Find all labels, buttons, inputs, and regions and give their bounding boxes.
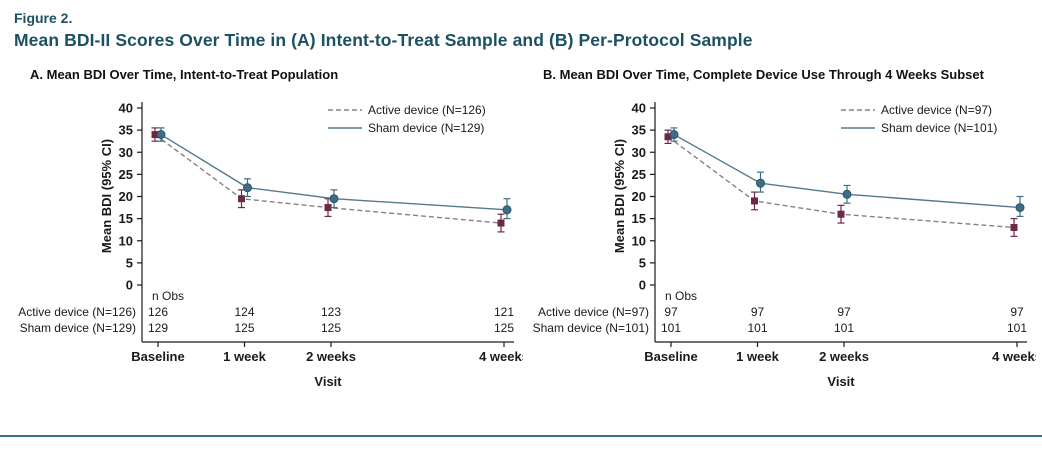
chart-panels: A. Mean BDI Over Time, Intent-to-Treat P…: [0, 67, 1042, 396]
data-marker-square: [837, 210, 845, 218]
series-line: [154, 133, 502, 224]
data-marker-square: [751, 197, 758, 205]
legend-label: Active device (N=97): [881, 103, 992, 117]
x-tick-label: 1 week: [223, 349, 266, 364]
y-tick-label: 20: [119, 189, 133, 204]
n-obs-value: 101: [747, 321, 767, 335]
y-axis-title: Mean BDI (95% CI): [99, 139, 114, 253]
y-tick-label: 30: [632, 145, 646, 160]
y-tick-label: 15: [119, 211, 133, 226]
panel-a: A. Mean BDI Over Time, Intent-to-Treat P…: [10, 67, 523, 396]
n-obs-value: 125: [234, 321, 254, 335]
n-obs-row-label: Sham device (N=101): [533, 321, 649, 335]
data-marker-circle: [669, 130, 679, 140]
x-tick-label: 4 weeks: [479, 349, 523, 364]
n-obs-value: 126: [148, 305, 168, 319]
chart-panel-a: 0 5 10 15 20 25 30 35 40 Mean BDI (95% CI) Active …: [18, 101, 523, 390]
n-obs-value: 121: [494, 305, 514, 319]
n-obs-row-label: Sham device (N=129): [20, 321, 136, 335]
data-marker-circle: [502, 205, 512, 215]
data-marker-square: [1010, 223, 1018, 231]
figure-header: Figure 2. Mean BDI-II Scores Over Time i…: [0, 0, 1042, 51]
y-tick-label: 10: [119, 233, 133, 248]
x-tick-label: 2 weeks: [819, 349, 869, 364]
data-marker-circle: [842, 189, 852, 199]
panel-a-title: A. Mean BDI Over Time, Intent-to-Treat P…: [30, 67, 339, 82]
series-line: [667, 136, 1015, 229]
y-tick-label: 15: [632, 211, 646, 226]
n-obs-value: 125: [321, 321, 341, 335]
data-marker-circle: [156, 130, 166, 140]
series-line: [160, 133, 508, 211]
y-tick-label: 25: [119, 167, 133, 182]
panel-b: B. Mean BDI Over Time, Complete Device U…: [523, 67, 1036, 396]
n-obs-value: 97: [751, 305, 765, 319]
y-tick-label: 35: [632, 123, 646, 138]
y-tick-label: 40: [632, 101, 646, 116]
figure-title: Mean BDI-II Scores Over Time in (A) Inte…: [14, 30, 753, 50]
x-tick-label: 4 weeks: [992, 349, 1036, 364]
panel-b-title: B. Mean BDI Over Time, Complete Device U…: [543, 67, 984, 82]
n-obs-value: 101: [661, 321, 681, 335]
n-obs-value: 101: [834, 321, 854, 335]
data-marker-circle: [1015, 203, 1025, 213]
figure-label: Figure 2.: [14, 10, 73, 26]
y-tick-label: 5: [639, 255, 646, 270]
x-tick-label: 2 weeks: [306, 349, 356, 364]
series-line: [673, 133, 1021, 209]
data-marker-circle: [756, 178, 765, 188]
n-obs-header: n Obs: [665, 289, 697, 303]
y-tick-label: 20: [632, 189, 646, 204]
y-tick-label: 35: [119, 123, 133, 138]
y-axis-title: Mean BDI (95% CI): [612, 139, 627, 253]
x-tick-label: Baseline: [644, 349, 697, 364]
data-marker-square: [324, 204, 332, 212]
data-marker-circle: [243, 183, 252, 193]
y-tick-label: 30: [119, 145, 133, 160]
y-tick-label: 0: [639, 278, 646, 293]
data-marker-circle: [329, 194, 339, 204]
n-obs-value: 123: [321, 305, 341, 319]
n-obs-value: 97: [1010, 305, 1024, 319]
n-obs-header: n Obs: [152, 289, 184, 303]
n-obs-row-label: Active device (N=126): [18, 305, 136, 319]
data-marker-square: [238, 195, 245, 203]
legend-label: Sham device (N=129): [368, 121, 484, 135]
n-obs-value: 97: [664, 305, 678, 319]
x-tick-label: 1 week: [736, 349, 779, 364]
data-marker-square: [497, 219, 505, 227]
chart-panel-b: 0 5 10 15 20 25 30 35 40 Mean BDI (95% CI) Active …: [533, 101, 1036, 390]
y-tick-label: 10: [632, 233, 646, 248]
x-axis-title: Visit: [314, 374, 342, 389]
legend-label: Active device (N=126): [368, 103, 486, 117]
n-obs-row-label: Active device (N=97): [538, 305, 649, 319]
data-marker-square: [664, 133, 672, 141]
data-marker-square: [151, 131, 159, 139]
n-obs-value: 125: [494, 321, 514, 335]
n-obs-value: 97: [837, 305, 851, 319]
y-tick-label: 25: [632, 167, 646, 182]
y-tick-label: 5: [126, 255, 133, 270]
n-obs-value: 101: [1007, 321, 1027, 335]
y-tick-label: 0: [126, 278, 133, 293]
bottom-divider-rule: [0, 435, 1042, 437]
x-axis-title: Visit: [827, 374, 855, 389]
n-obs-value: 129: [148, 321, 168, 335]
n-obs-value: 124: [234, 305, 254, 319]
legend-label: Sham device (N=101): [881, 121, 997, 135]
y-tick-label: 40: [119, 101, 133, 116]
x-tick-label: Baseline: [131, 349, 184, 364]
